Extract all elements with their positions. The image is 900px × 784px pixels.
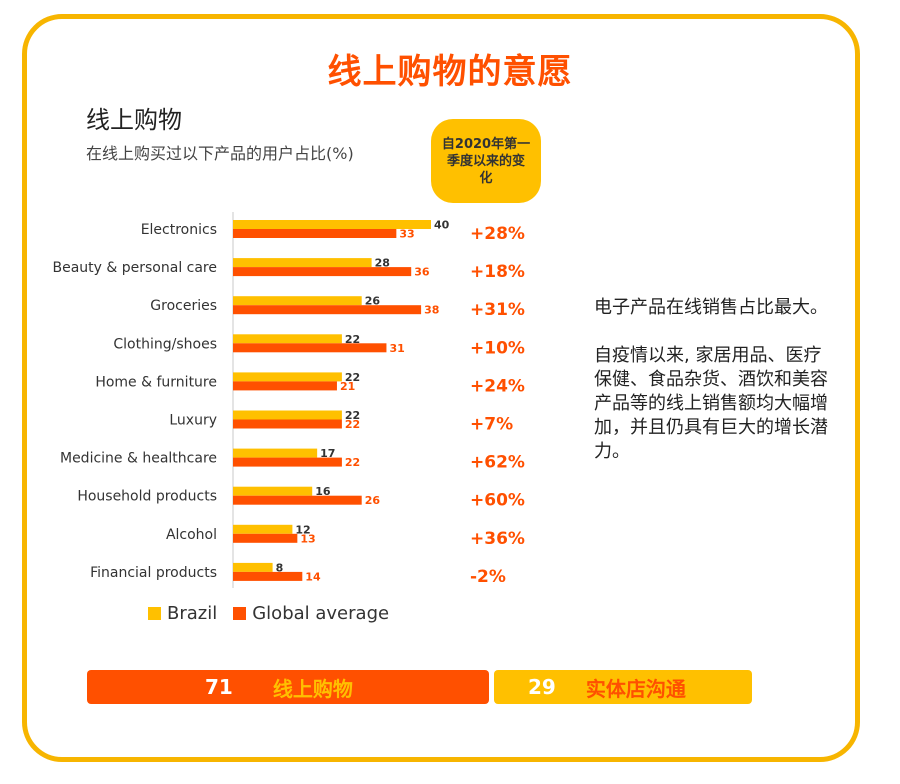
category-label-electronics: Electronics	[141, 222, 217, 238]
store-share-value: 29	[528, 675, 556, 699]
bar-global-alcohol	[233, 533, 298, 543]
store-share-label: 实体店沟通	[585, 676, 686, 701]
store-share-bar: 29 实体店沟通	[494, 670, 752, 704]
value-label-global-medicine-healthcare: 22	[345, 456, 360, 469]
value-label-global-home-furniture: 21	[340, 380, 355, 393]
change-label-medicine-healthcare: +62%	[470, 453, 525, 473]
bar-brazil-beauty-personal-care	[233, 258, 372, 268]
value-label-global-groceries: 38	[424, 304, 439, 317]
value-label-brazil-beauty-personal-care: 28	[375, 257, 390, 270]
value-label-brazil-household-products: 16	[315, 485, 331, 498]
bar-global-groceries	[233, 305, 422, 315]
value-label-brazil-financial-products: 8	[276, 561, 284, 574]
online-share-bar: 71 线上购物	[87, 670, 489, 704]
change-label-electronics: +28%	[470, 224, 525, 244]
category-label-financial-products: Financial products	[90, 565, 217, 581]
legend-item-brazil: Brazil	[148, 603, 217, 624]
value-label-brazil-electronics: 40	[434, 219, 450, 232]
chart-subtitle: 在线上购买过以下产品的用户占比(%)	[86, 144, 354, 163]
value-label-global-electronics: 33	[399, 228, 414, 241]
category-label-luxury: Luxury	[169, 413, 217, 429]
bar-brazil-alcohol	[233, 524, 293, 534]
bar-brazil-home-furniture	[233, 372, 342, 382]
value-label-brazil-luxury: 22	[345, 409, 360, 422]
legend-label-brazil: Brazil	[167, 603, 218, 624]
bar-brazil-medicine-healthcare	[233, 448, 318, 458]
category-label-beauty-personal-care: Beauty & personal care	[52, 260, 217, 276]
commentary-paragraph-2: 自疫情以来, 家居用品、医疗保健、食品杂货、酒饮和美容产品等的线上销售额均大幅增…	[594, 345, 828, 462]
change-label-clothing-shoes: +10%	[470, 338, 525, 358]
bar-brazil-groceries	[233, 296, 362, 306]
category-label-medicine-healthcare: Medicine & healthcare	[60, 451, 217, 467]
bar-global-electronics	[233, 229, 397, 238]
value-label-brazil-alcohol: 12	[295, 523, 310, 536]
change-label-luxury: +7%	[470, 415, 513, 435]
category-label-groceries: Groceries	[150, 298, 217, 314]
bar-global-household-products	[233, 495, 362, 505]
page-title: 线上购物的意愿	[327, 52, 573, 92]
bar-global-home-furniture	[233, 381, 337, 391]
category-label-alcohol: Alcohol	[166, 527, 217, 543]
value-label-global-financial-products: 14	[305, 570, 321, 583]
change-label-alcohol: +36%	[470, 529, 525, 549]
legend-label-global: Global average	[252, 603, 390, 624]
value-label-brazil-clothing-shoes: 22	[345, 333, 360, 346]
change-label-beauty-personal-care: +18%	[470, 262, 525, 282]
category-label-home-furniture: Home & furniture	[95, 374, 217, 390]
bar-global-medicine-healthcare	[233, 457, 342, 467]
legend-item-global: Global average	[233, 603, 389, 624]
online-share-value: 71	[205, 675, 233, 699]
value-label-brazil-groceries: 26	[365, 295, 381, 308]
legend-swatch-global	[233, 607, 247, 620]
bar-brazil-luxury	[233, 410, 342, 420]
category-label-clothing-shoes: Clothing/shoes	[113, 336, 217, 352]
value-label-brazil-home-furniture: 22	[345, 371, 360, 384]
change-label-financial-products: -2%	[470, 567, 506, 587]
value-label-global-luxury: 22	[345, 418, 360, 431]
bar-brazil-clothing-shoes	[233, 334, 342, 344]
change-column-header: 自2020年第一季度以来的变化	[431, 119, 541, 203]
chart-title: 线上购物	[86, 106, 182, 134]
legend-swatch-brazil	[148, 607, 161, 620]
online-share-label: 线上购物	[272, 676, 353, 701]
category-label-household-products: Household products	[77, 489, 217, 505]
value-label-global-household-products: 26	[365, 494, 381, 507]
value-label-global-beauty-personal-care: 36	[414, 266, 430, 279]
chart-marks: Electronics 40 33 +28% Beauty & personal car…	[52, 219, 524, 587]
value-label-brazil-medicine-healthcare: 17	[320, 447, 335, 460]
bar-global-luxury	[233, 419, 342, 429]
commentary: 电子产品在线销售占比最大。 自疫情以来, 家居用品、医疗保健、食品杂货、酒饮和美…	[594, 296, 834, 488]
bar-global-beauty-personal-care	[233, 267, 412, 277]
commentary-paragraph-1: 电子产品在线销售占比最大。	[594, 297, 828, 318]
legend: Brazil Global average	[148, 603, 405, 624]
value-label-global-alcohol: 13	[300, 532, 315, 545]
bar-global-clothing-shoes	[233, 343, 387, 353]
change-label-household-products: +60%	[470, 491, 525, 511]
change-label-groceries: +31%	[470, 300, 525, 320]
bar-brazil-household-products	[233, 486, 313, 496]
outer-frame	[22, 14, 860, 762]
value-label-global-clothing-shoes: 31	[389, 342, 404, 355]
change-label-home-furniture: +24%	[470, 376, 525, 396]
bar-global-financial-products	[233, 571, 303, 581]
bar-brazil-financial-products	[233, 562, 273, 572]
bar-brazil-electronics	[233, 220, 431, 229]
